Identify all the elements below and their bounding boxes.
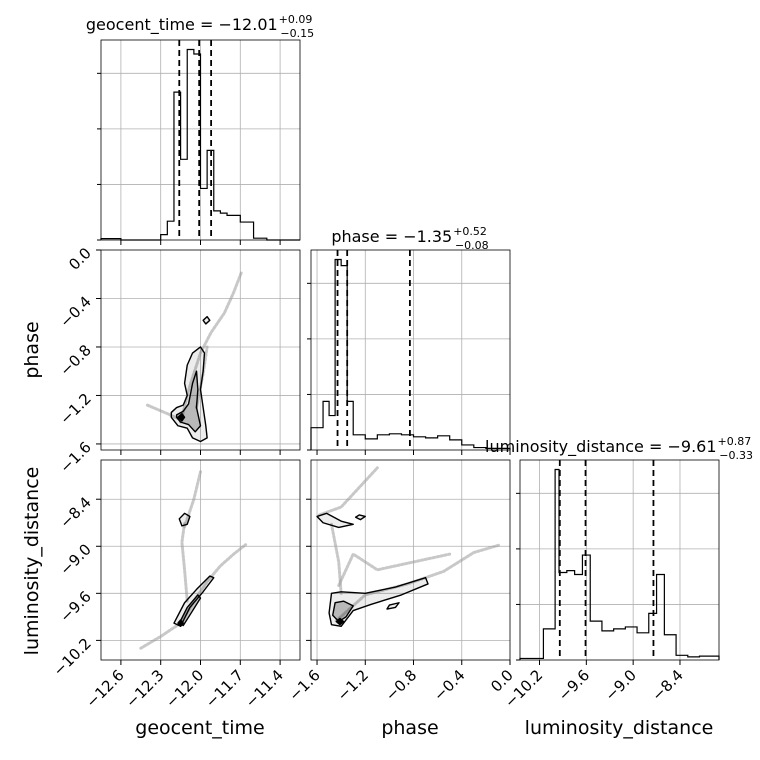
- y-tick-label-phase: −0.8: [56, 341, 94, 379]
- panel-frame: [519, 459, 720, 661]
- x-tick-label-geocent-time: −12.0: [162, 666, 207, 711]
- scatter-panel-geocent-time-vs-luminosity-distance: [100, 459, 301, 661]
- x-tick-label-geocent-time: −12.3: [122, 666, 167, 711]
- x-tick-label-geocent-time: −12.6: [82, 666, 127, 711]
- ylabel-luminosity-distance: luminosity_distance: [21, 467, 43, 656]
- y-tick-label-phase: −1.2: [56, 390, 94, 428]
- histogram-panel-geocent-time: [97, 39, 301, 241]
- histogram-panel-phase: [307, 249, 511, 451]
- x-tick-label-luminosity-distance: −9.0: [601, 666, 639, 704]
- x-tick-label-phase: −1.6: [285, 666, 323, 704]
- histogram-step-phase: [310, 258, 511, 450]
- xlabel-geocent-time: geocent_time: [135, 717, 264, 739]
- scatter-track: [330, 522, 343, 595]
- x-tick-label-phase: −0.4: [430, 666, 468, 704]
- title-geocent-time: geocent_time = −12.01+0.09 −0.15: [86, 13, 314, 40]
- x-tick-label-phase: −1.2: [334, 666, 372, 704]
- density-contour-inner: [332, 600, 354, 623]
- scatter-track: [183, 470, 202, 529]
- scatter-panel-geocent-time-vs-phase: [100, 249, 301, 451]
- y-tick-label-phase: −0.4: [56, 293, 94, 331]
- title-luminosity-distance: luminosity_distance = −9.61+0.87 −0.33: [485, 435, 753, 462]
- x-tick-label-luminosity-distance: −8.4: [648, 666, 686, 704]
- y-tick-label-luminosity-distance: −8.4: [56, 493, 94, 531]
- histogram-panel-luminosity-distance: [516, 459, 720, 661]
- ylabel-phase: phase: [21, 321, 43, 378]
- histogram-step-luminosity-distance: [519, 468, 720, 660]
- density-contour-core: [177, 619, 184, 627]
- scatter-track: [317, 466, 379, 517]
- y-tick-label-phase: 0.0: [65, 244, 95, 274]
- density-contour-outer: [170, 346, 208, 443]
- scatter-track: [139, 621, 183, 650]
- density-contour-outer: [178, 512, 191, 527]
- density-contour-outer: [386, 602, 400, 610]
- scatter-panel-phase-vs-luminosity-distance: [310, 459, 511, 661]
- density-contour-core: [335, 617, 345, 626]
- density-contour-core: [177, 412, 186, 422]
- panel-frame: [310, 459, 511, 661]
- scatter-track: [180, 521, 189, 603]
- xlabel-phase: phase: [381, 717, 438, 739]
- density-contour-outer: [328, 576, 429, 627]
- scatter-track: [179, 270, 244, 424]
- y-tick-label-luminosity-distance: −9.0: [56, 540, 94, 578]
- x-tick-label-geocent-time: −11.7: [202, 666, 247, 711]
- x-tick-label-geocent-time: −11.4: [242, 666, 287, 711]
- x-tick-label-phase: −0.8: [382, 666, 420, 704]
- title-phase: phase = −1.35+0.52 −0.08: [331, 225, 488, 252]
- scatter-track: [337, 551, 452, 587]
- y-tick-label-phase: −1.6: [56, 438, 94, 476]
- histogram-step-geocent-time: [100, 48, 300, 241]
- density-contour-outer: [316, 512, 354, 529]
- x-tick-label-luminosity-distance: −9.6: [555, 666, 593, 704]
- density-contour-outer: [354, 514, 366, 521]
- y-tick-label-luminosity-distance: −10.2: [50, 634, 95, 679]
- density-contour-inner: [178, 594, 202, 627]
- density-contour-outer: [202, 315, 211, 325]
- xlabel-luminosity-distance: luminosity_distance: [525, 717, 714, 739]
- y-tick-label-luminosity-distance: −9.6: [56, 587, 94, 625]
